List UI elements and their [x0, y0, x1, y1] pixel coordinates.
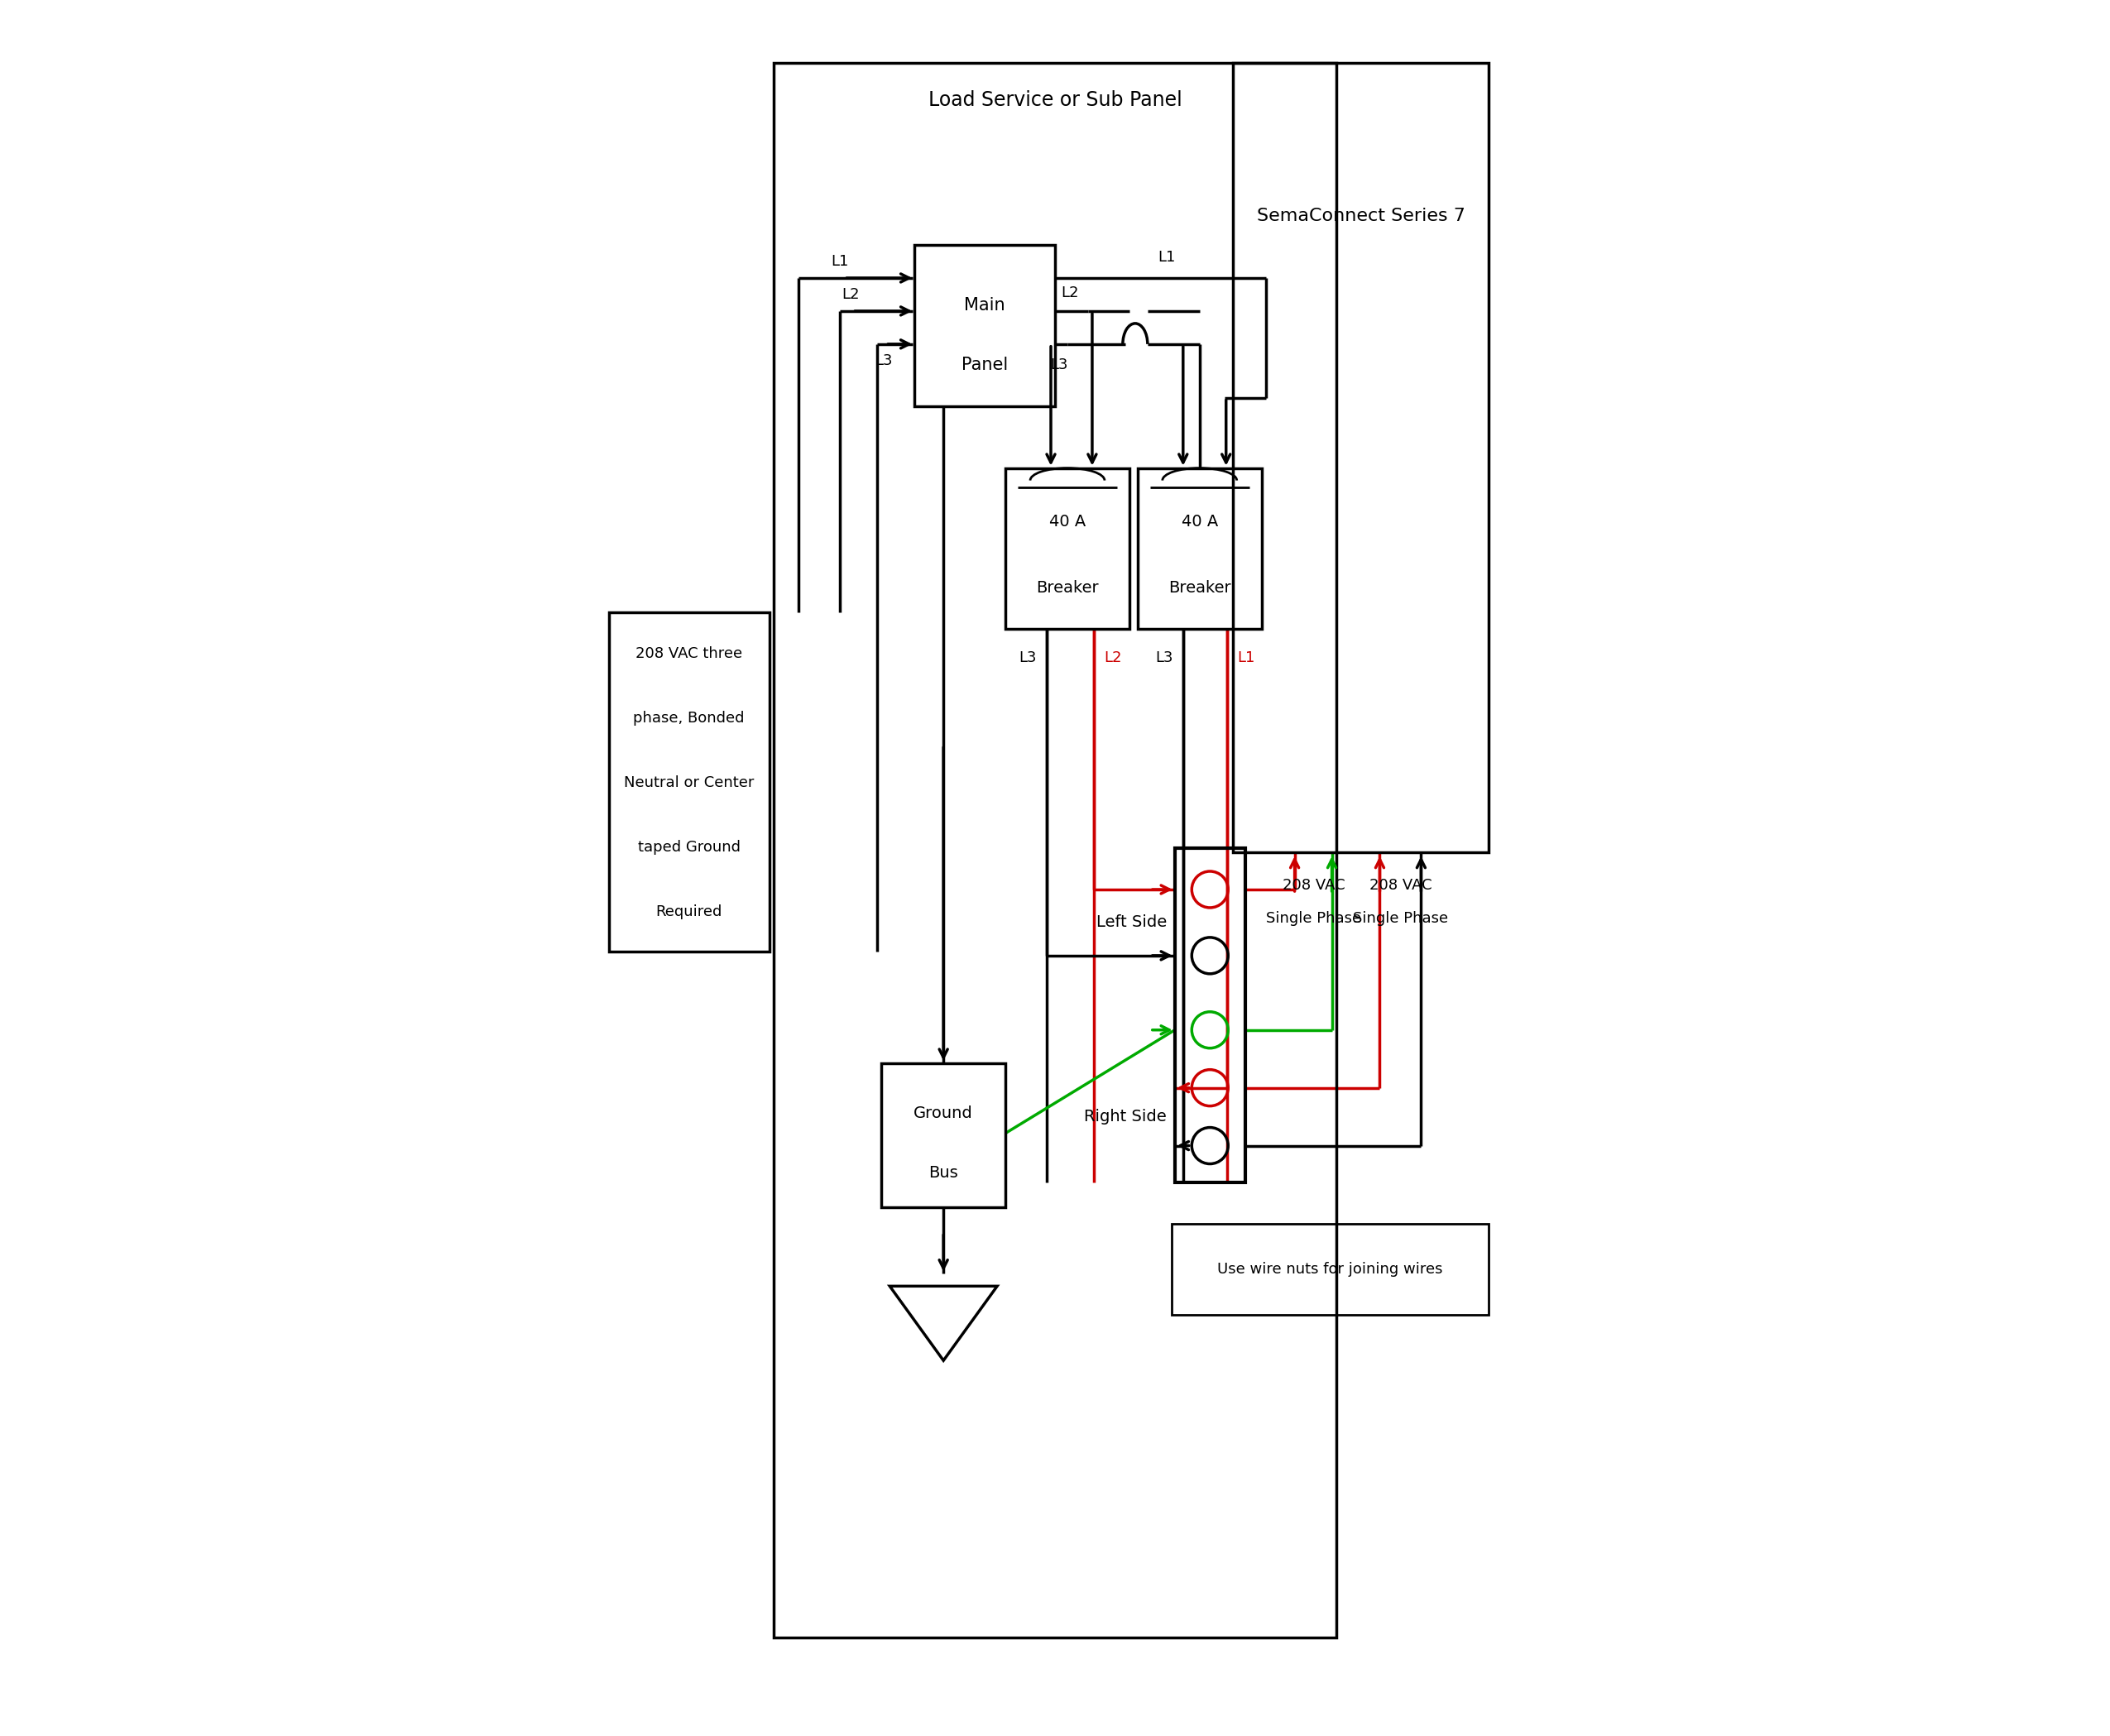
Text: L1: L1	[831, 253, 848, 269]
Text: phase, Bonded: phase, Bonded	[633, 712, 745, 726]
Text: Panel: Panel	[962, 356, 1009, 373]
Text: Bus: Bus	[928, 1165, 958, 1180]
Text: 208 VAC: 208 VAC	[1283, 878, 1344, 892]
Text: 208 VAC: 208 VAC	[1369, 878, 1433, 892]
Text: Single Phase: Single Phase	[1353, 911, 1447, 925]
Text: Main: Main	[964, 297, 1004, 314]
Text: L1: L1	[1158, 250, 1175, 266]
Bar	[914, 245, 1055, 406]
Text: taped Ground: taped Ground	[637, 840, 741, 854]
Bar	[610, 613, 770, 951]
Text: L3: L3	[1051, 358, 1068, 372]
Bar	[882, 1062, 1006, 1208]
Bar	[1175, 849, 1245, 1182]
Text: Breaker: Breaker	[1169, 580, 1230, 595]
Bar	[1171, 1224, 1490, 1316]
Text: L3: L3	[1019, 651, 1036, 665]
Text: L2: L2	[1061, 285, 1078, 300]
Text: Breaker: Breaker	[1036, 580, 1099, 595]
Bar	[1006, 469, 1129, 628]
Text: L1: L1	[1236, 651, 1255, 665]
Text: L3: L3	[876, 352, 893, 368]
Text: Required: Required	[656, 904, 722, 920]
Text: 208 VAC three: 208 VAC three	[635, 646, 743, 661]
Text: L2: L2	[1104, 651, 1123, 665]
Text: Use wire nuts for joining wires: Use wire nuts for joining wires	[1217, 1262, 1443, 1278]
Text: 40 A: 40 A	[1049, 514, 1087, 529]
Bar	[1137, 469, 1262, 628]
Text: L3: L3	[1154, 651, 1173, 665]
Text: Load Service or Sub Panel: Load Service or Sub Panel	[928, 90, 1182, 111]
Text: Single Phase: Single Phase	[1266, 911, 1361, 925]
Bar	[774, 62, 1336, 1637]
Text: Right Side: Right Side	[1085, 1109, 1167, 1125]
Text: Neutral or Center: Neutral or Center	[625, 776, 753, 790]
Text: Left Side: Left Side	[1095, 915, 1167, 930]
Text: SemaConnect Series 7: SemaConnect Series 7	[1258, 208, 1464, 224]
Text: L2: L2	[842, 286, 859, 302]
Text: Ground: Ground	[914, 1106, 973, 1121]
Text: 40 A: 40 A	[1182, 514, 1217, 529]
Bar	[1232, 62, 1490, 852]
